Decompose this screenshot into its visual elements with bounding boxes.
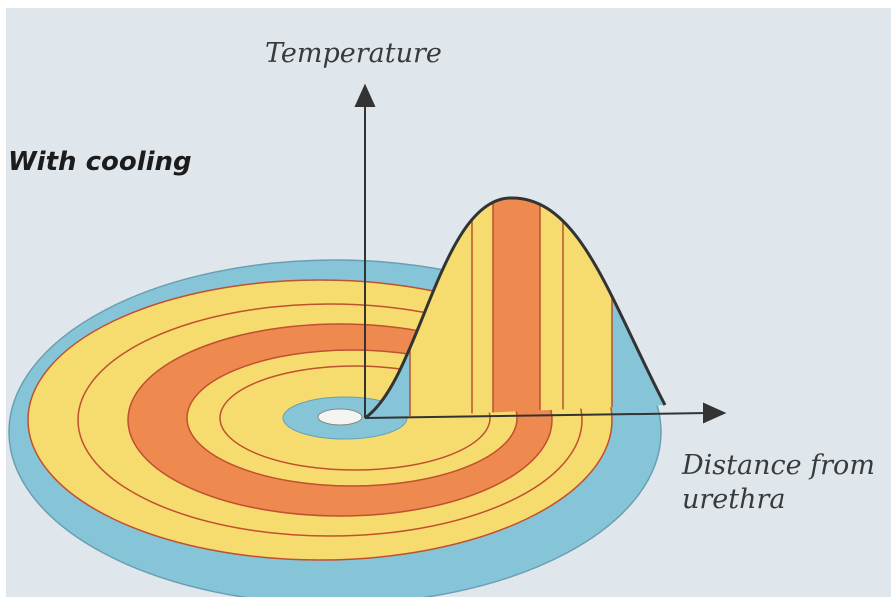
y-axis-label: Temperature <box>265 38 442 69</box>
title: With cooling <box>8 147 192 177</box>
x-axis-label: urethra <box>682 484 786 515</box>
page: Temperature With cooling Distance from u… <box>0 0 891 597</box>
x-axis-label: Distance from <box>681 450 875 481</box>
diagram: Temperature With cooling Distance from u… <box>0 0 891 597</box>
